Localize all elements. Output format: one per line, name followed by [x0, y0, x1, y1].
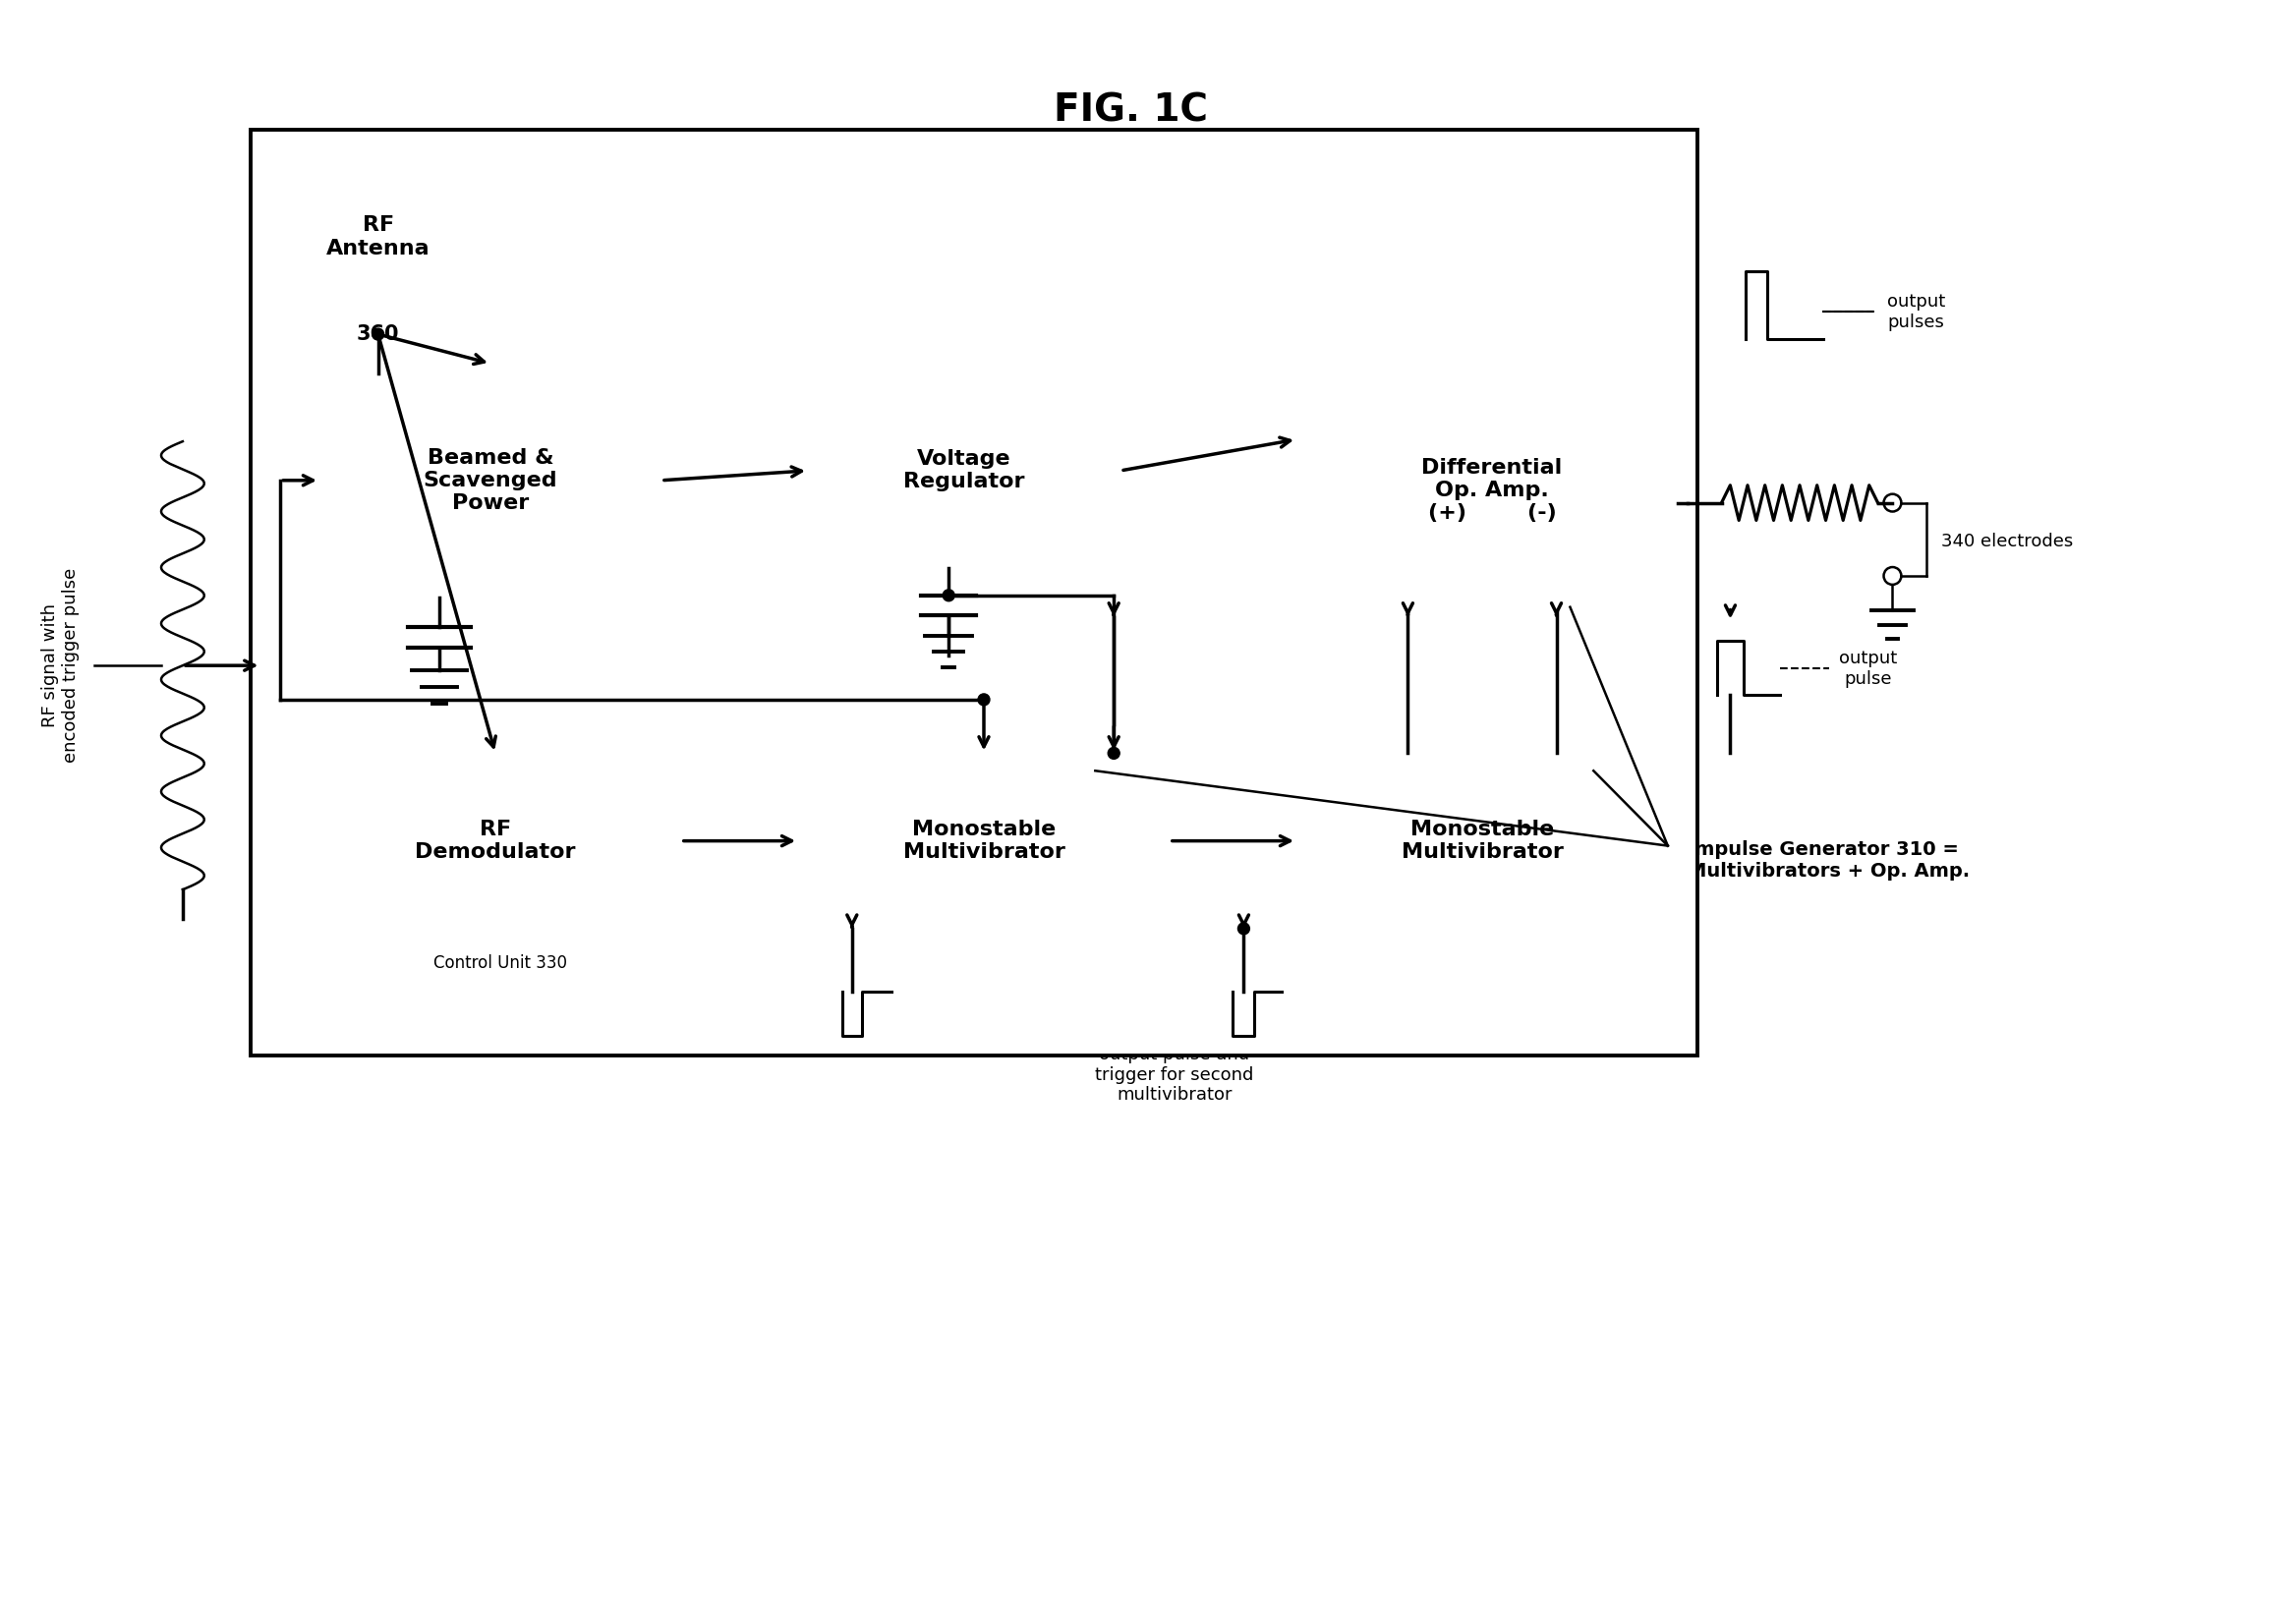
Bar: [1297, 753, 1667, 928]
Bar: [808, 374, 1120, 567]
Text: Control Unit 330: Control Unit 330: [434, 954, 567, 972]
Circle shape: [372, 328, 383, 340]
Text: stable
voltage V: stable voltage V: [1187, 417, 1270, 455]
Text: storage
capacitor: storage capacitor: [494, 617, 576, 655]
Text: 360: 360: [356, 324, 400, 344]
Text: Monostable
Multivibrator: Monostable Multivibrator: [1401, 820, 1564, 863]
Bar: [250, 129, 1697, 1055]
Polygon shape: [250, 179, 505, 374]
Text: Differential
Op. Amp.
(+)        (-): Differential Op. Amp. (+) (-): [1421, 457, 1561, 523]
Circle shape: [944, 590, 955, 601]
Text: 340 electrodes: 340 electrodes: [1942, 532, 2073, 551]
Bar: [280, 695, 721, 988]
Text: Voltage
Regulator: Voltage Regulator: [905, 449, 1024, 492]
Circle shape: [1238, 922, 1249, 935]
Text: output
pulses: output pulses: [1887, 292, 1945, 331]
Text: output pulse and
trigger for second
multivibrator: output pulse and trigger for second mult…: [1095, 1045, 1254, 1104]
Text: Impulse Generator 310 =
Multivibrators + Op. Amp.: Impulse Generator 310 = Multivibrators +…: [1688, 841, 1970, 880]
Bar: [1297, 363, 1688, 617]
Text: RF
Antenna: RF Antenna: [326, 216, 429, 257]
Bar: [319, 363, 661, 598]
Text: FIG. 1C: FIG. 1C: [1054, 91, 1208, 129]
Bar: [799, 753, 1169, 928]
Text: trigger
pulse: trigger pulse: [895, 1007, 955, 1045]
Bar: [310, 753, 682, 928]
Text: RF
Demodulator: RF Demodulator: [416, 820, 576, 863]
Circle shape: [1109, 748, 1120, 759]
Text: Beamed &
Scavenged
Power: Beamed & Scavenged Power: [422, 447, 558, 513]
Text: Monostable
Multivibrator: Monostable Multivibrator: [902, 820, 1065, 863]
Circle shape: [978, 694, 990, 705]
Text: output
pulse: output pulse: [1839, 649, 1896, 687]
Text: Power
Source
320: Power Source 320: [918, 690, 978, 748]
Text: RF signal with
encoded trigger pulse: RF signal with encoded trigger pulse: [41, 569, 80, 762]
